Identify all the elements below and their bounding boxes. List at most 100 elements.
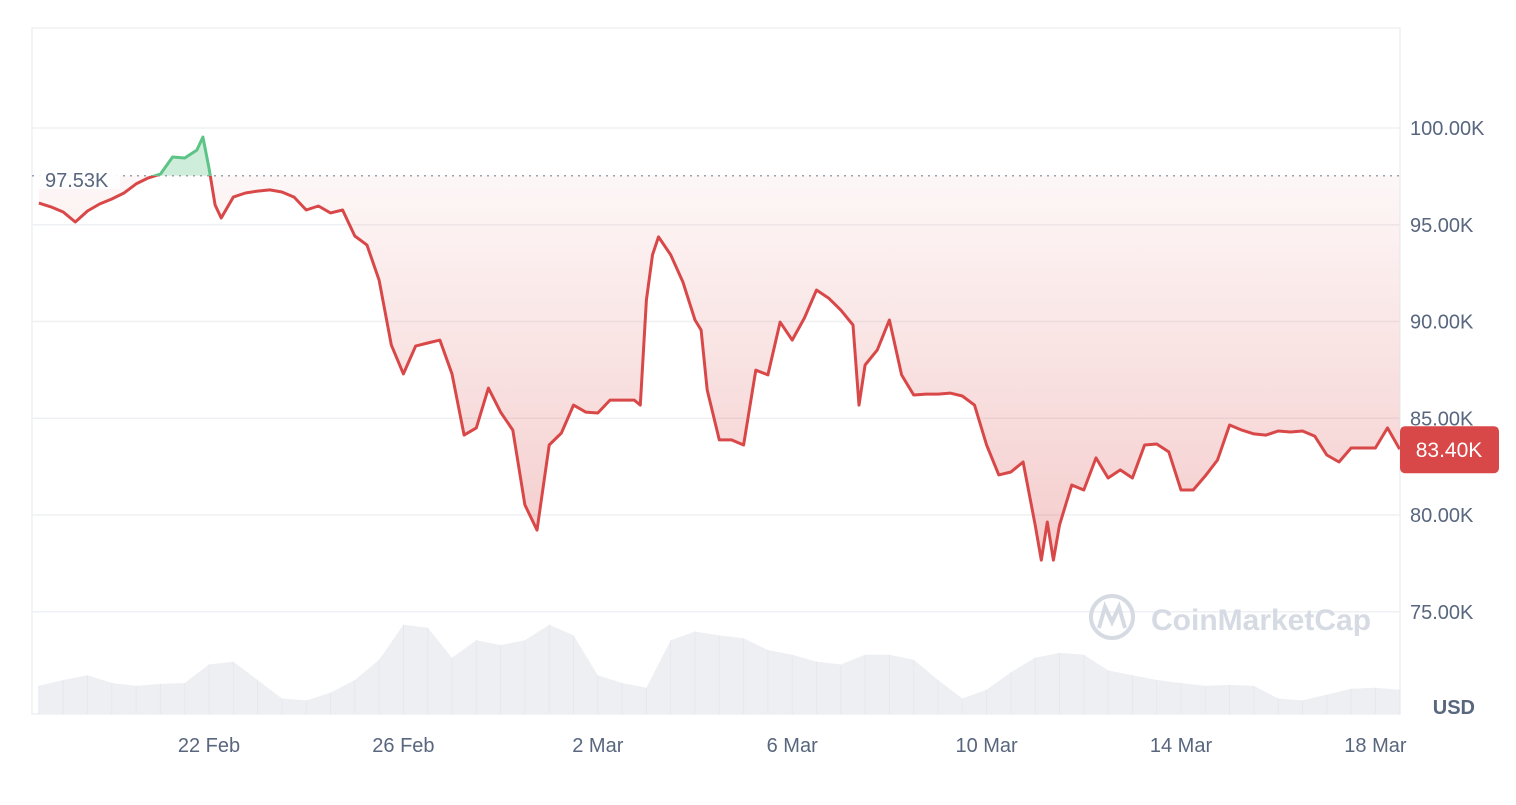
price-point bbox=[694, 318, 697, 321]
volume-bar bbox=[1326, 694, 1328, 714]
price-point bbox=[584, 411, 587, 414]
area-below-reference bbox=[38, 175, 1400, 561]
price-point bbox=[293, 196, 296, 199]
volume-bar bbox=[38, 685, 40, 714]
price-point bbox=[560, 431, 563, 434]
volume-bar bbox=[524, 640, 526, 714]
price-point bbox=[1119, 468, 1122, 471]
current-price-value: 83.40K bbox=[1416, 439, 1483, 462]
volume-bar bbox=[670, 640, 672, 714]
y-tick-label: 100.00K bbox=[1410, 118, 1485, 140]
volume-bar bbox=[330, 692, 331, 714]
price-point bbox=[183, 156, 186, 159]
price-point bbox=[718, 438, 721, 441]
volume-bar bbox=[645, 687, 647, 714]
price-point bbox=[608, 399, 611, 402]
price-point bbox=[1094, 456, 1097, 459]
price-point bbox=[329, 211, 332, 214]
price-point bbox=[706, 388, 709, 391]
price-point bbox=[365, 244, 368, 247]
price-point bbox=[596, 412, 599, 415]
price-point bbox=[621, 399, 624, 402]
volume-bar bbox=[840, 664, 842, 714]
volume-bar bbox=[1180, 682, 1182, 714]
price-point bbox=[1180, 489, 1183, 492]
price-point bbox=[839, 309, 842, 312]
volume-bar bbox=[451, 657, 453, 714]
price-point bbox=[973, 404, 976, 407]
volume-bar bbox=[87, 675, 88, 714]
volume-bar bbox=[791, 654, 793, 714]
x-tick-label: 22 Feb bbox=[178, 735, 240, 757]
volume-bar bbox=[1374, 687, 1376, 714]
price-point bbox=[888, 318, 891, 321]
price-point bbox=[244, 192, 247, 195]
volume-bar bbox=[184, 682, 186, 714]
price-point bbox=[135, 182, 138, 185]
price-point bbox=[475, 426, 478, 429]
price-point bbox=[1216, 459, 1219, 462]
price-point bbox=[1350, 447, 1353, 450]
price-point bbox=[86, 210, 89, 213]
price-point bbox=[62, 210, 65, 213]
volume-bar bbox=[913, 659, 915, 714]
price-point bbox=[803, 317, 806, 320]
volume-bar bbox=[354, 680, 356, 714]
volume-bars bbox=[38, 624, 1401, 714]
price-point bbox=[1107, 477, 1110, 480]
price-point bbox=[195, 149, 198, 152]
price-point bbox=[912, 394, 915, 397]
volume-bar bbox=[111, 682, 113, 714]
volume-bar bbox=[986, 689, 988, 714]
price-point bbox=[681, 281, 684, 284]
volume-bar bbox=[1156, 680, 1158, 714]
price-point bbox=[317, 204, 320, 207]
volume-bar bbox=[767, 649, 769, 714]
price-point bbox=[548, 443, 551, 446]
price-point bbox=[201, 136, 204, 139]
price-point bbox=[645, 299, 648, 302]
volume-bar bbox=[1350, 688, 1352, 714]
area-above-reference bbox=[38, 137, 1400, 176]
price-point bbox=[651, 253, 654, 256]
price-point bbox=[1058, 524, 1061, 527]
volume-bar bbox=[402, 624, 404, 714]
x-tick-label: 26 Feb bbox=[372, 735, 434, 757]
price-point bbox=[791, 339, 794, 342]
price-point bbox=[1325, 454, 1328, 457]
price-point bbox=[742, 443, 745, 446]
price-point bbox=[1204, 474, 1207, 477]
price-point bbox=[657, 235, 660, 238]
volume-bar bbox=[378, 659, 380, 714]
volume-bar bbox=[1204, 685, 1206, 714]
price-point bbox=[900, 373, 903, 376]
volume-bar bbox=[816, 661, 817, 714]
price-point bbox=[766, 373, 769, 376]
price-point bbox=[1313, 435, 1316, 438]
price-point bbox=[147, 176, 150, 179]
x-tick-label: 10 Mar bbox=[955, 735, 1018, 757]
volume-bar bbox=[281, 698, 283, 714]
price-point bbox=[1265, 434, 1268, 437]
price-point bbox=[523, 503, 526, 506]
volume-bar bbox=[937, 680, 939, 714]
price-point bbox=[220, 216, 223, 219]
volume-bar bbox=[1229, 684, 1231, 714]
price-point bbox=[1155, 442, 1158, 445]
coinmarketcap-watermark: CoinMarketCap bbox=[1089, 594, 1371, 640]
y-axis: 100.00K 95.00K 90.00K 85.00K 80.00K 75.00K bbox=[1410, 118, 1485, 624]
price-point bbox=[815, 288, 818, 291]
price-point bbox=[122, 192, 125, 195]
volume-bar bbox=[1010, 672, 1012, 714]
volume-bar bbox=[864, 654, 866, 714]
volume-bar bbox=[232, 661, 234, 714]
current-price-tag: 83.40K bbox=[1400, 426, 1499, 474]
price-point bbox=[1277, 430, 1280, 433]
price-point bbox=[98, 203, 101, 206]
price-point bbox=[997, 473, 1000, 476]
y-tick-label: 85.00K bbox=[1410, 408, 1474, 430]
price-point bbox=[1040, 559, 1043, 562]
price-point bbox=[949, 392, 952, 395]
price-point bbox=[305, 209, 308, 212]
